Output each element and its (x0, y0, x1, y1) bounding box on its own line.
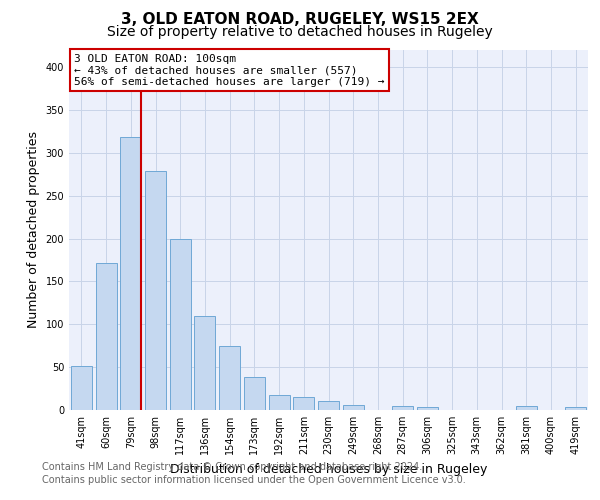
Bar (516, 406, 537, 410)
Text: Contains HM Land Registry data © Crown copyright and database right 2024.: Contains HM Land Registry data © Crown c… (42, 462, 422, 472)
Text: Size of property relative to detached houses in Rugeley: Size of property relative to detached ho… (107, 25, 493, 39)
Bar (120, 136, 141, 410)
Text: 3, OLD EATON ROAD, RUGELEY, WS15 2EX: 3, OLD EATON ROAD, RUGELEY, WS15 2EX (121, 12, 479, 28)
Bar (318, 402, 339, 410)
Bar (145, 171, 166, 410)
Bar (95, 262, 116, 410)
Bar (269, 396, 290, 410)
Bar (565, 408, 586, 410)
X-axis label: Distribution of detached houses by size in Rugeley: Distribution of detached houses by size … (170, 462, 487, 475)
Y-axis label: Number of detached properties: Number of detached properties (27, 132, 40, 328)
Bar (219, 346, 240, 410)
Bar (343, 405, 364, 410)
Bar (194, 316, 215, 410)
Bar (392, 406, 413, 410)
Bar (71, 366, 92, 410)
Bar (244, 376, 265, 410)
Text: 3 OLD EATON ROAD: 100sqm
← 43% of detached houses are smaller (557)
56% of semi-: 3 OLD EATON ROAD: 100sqm ← 43% of detach… (74, 54, 385, 87)
Bar (417, 408, 438, 410)
Text: Contains public sector information licensed under the Open Government Licence v3: Contains public sector information licen… (42, 475, 466, 485)
Bar (293, 397, 314, 410)
Bar (170, 238, 191, 410)
